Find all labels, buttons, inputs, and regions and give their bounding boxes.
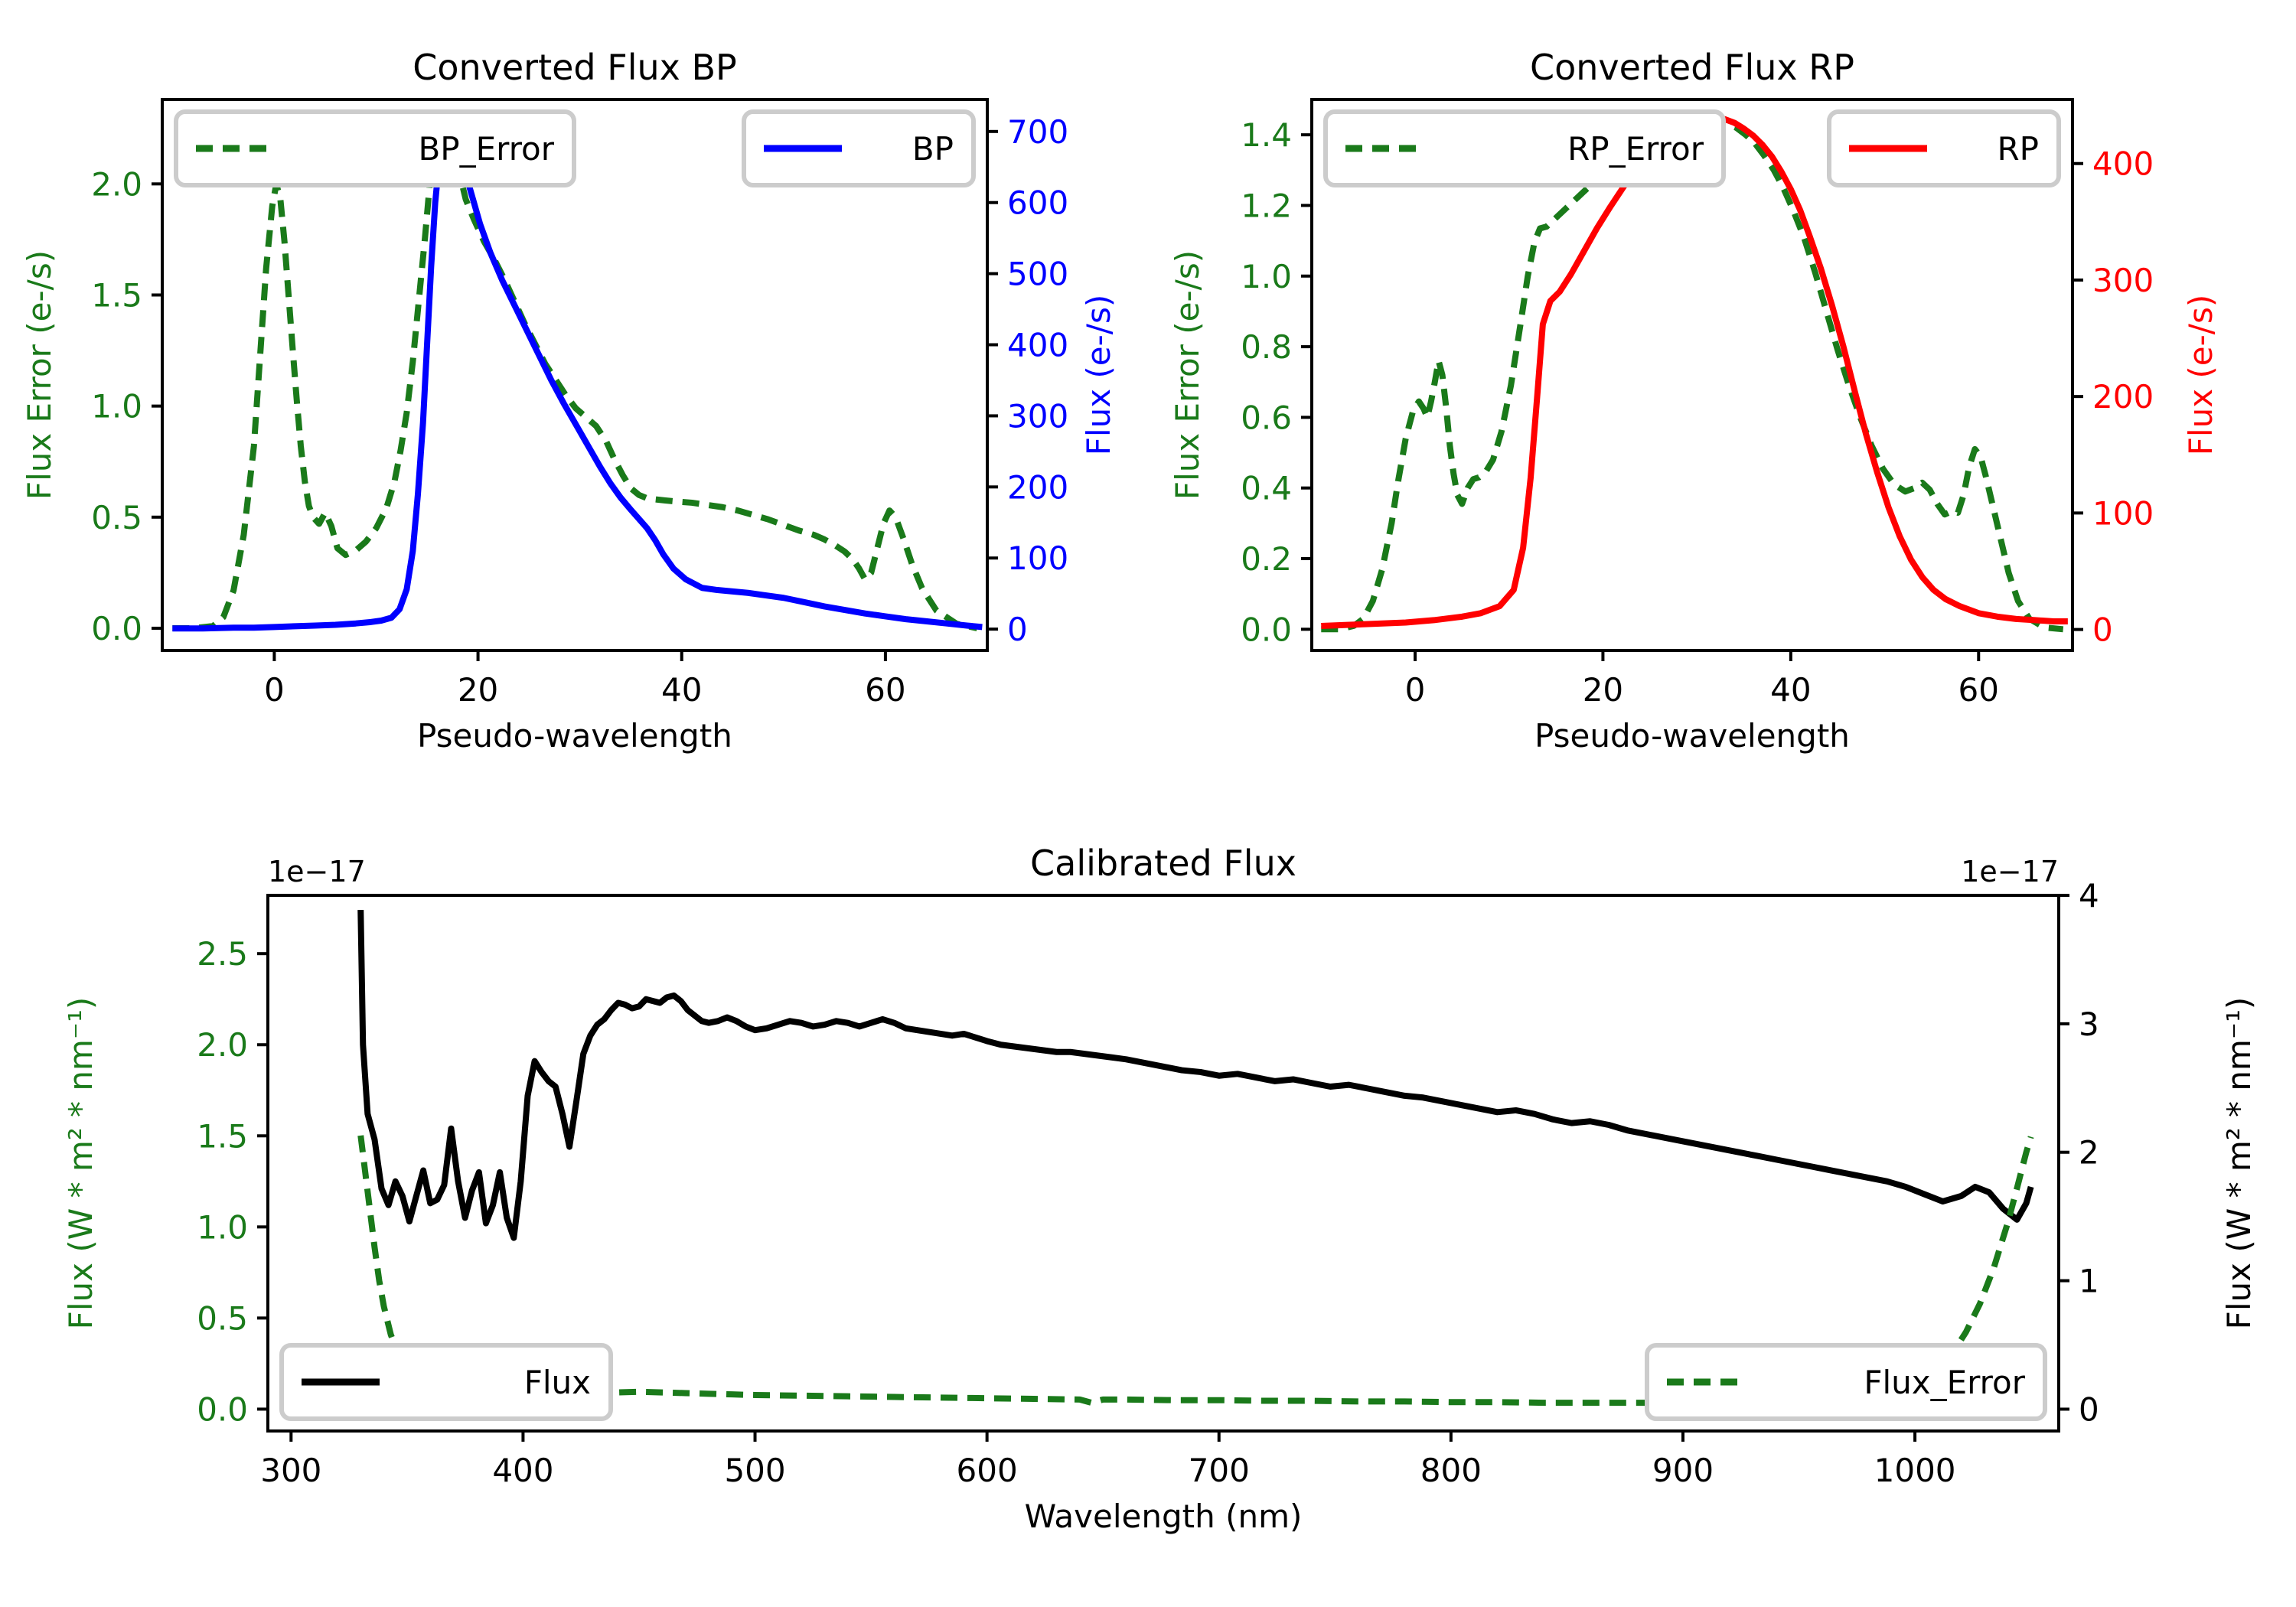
- converted_flux_bp-ytick-label-right: 700: [1007, 113, 1068, 151]
- calibrated_flux-title: Calibrated Flux: [1030, 843, 1296, 884]
- converted_flux_bp-ytick-label-left: 1.0: [91, 388, 142, 425]
- converted_flux_bp-ytick-label-right: 200: [1007, 468, 1068, 506]
- converted_flux_rp-xtick-label: 40: [1770, 671, 1811, 709]
- legend-label: Flux_Error: [1864, 1364, 2025, 1401]
- calibrated_flux-legend-flux[interactable]: Flux: [279, 1343, 613, 1421]
- calibrated_flux-ytick-label-left: 1.0: [197, 1208, 248, 1246]
- converted_flux_rp-ytick-label-left: 1.0: [1241, 258, 1292, 295]
- calibrated_flux-xtick-label: 1000: [1874, 1452, 1956, 1489]
- calibrated_flux-xtick-label: 900: [1652, 1452, 1714, 1489]
- converted_flux_rp-series-rp_error: [1321, 119, 2064, 633]
- converted_flux_rp-xtick-label: 0: [1405, 671, 1426, 709]
- calibrated_flux-xtick-label: 600: [957, 1452, 1018, 1489]
- converted_flux_bp-ytick-label-left: 0.0: [91, 610, 142, 647]
- converted_flux_rp-ytick-label-right: 100: [2092, 494, 2154, 532]
- converted_flux_bp-yaxis-label-right: Flux (e-/s): [1080, 295, 1117, 455]
- calibrated_flux-yaxis-offset-left: 1e−17: [268, 855, 366, 888]
- converted_flux_rp-ytick-label-left: 1.2: [1241, 187, 1292, 224]
- converted_flux_rp-ytick-label-right: 400: [2092, 145, 2154, 183]
- converted_flux_bp-ytick-label-left: 2.0: [91, 165, 142, 203]
- calibrated_flux-yaxis-offset-right: 1e−17: [1961, 855, 2059, 888]
- converted_flux_rp-ytick-label-left: 0.4: [1241, 470, 1292, 507]
- converted_flux_bp-title: Converted Flux BP: [413, 47, 737, 88]
- converted_flux_bp-xtick-label: 40: [661, 671, 702, 709]
- legend-label: BP_Error: [418, 130, 554, 168]
- calibrated_flux-xtick-label: 800: [1420, 1452, 1482, 1489]
- calibrated_flux-yaxis-label-left: Flux (W * m² * nm⁻¹): [62, 997, 99, 1330]
- legend-label: Flux: [524, 1364, 591, 1401]
- converted_flux_rp-ytick-label-left: 1.4: [1241, 116, 1292, 154]
- converted_flux_bp-ytick-label-left: 0.5: [91, 499, 142, 536]
- calibrated_flux-ytick-label-left: 0.0: [197, 1390, 248, 1428]
- converted-flux-bp-panel: Converted Flux BP 0 20 40 60 Pseudo-wavelengt…: [0, 46, 1148, 857]
- calibrated_flux-xtick-label: 400: [492, 1452, 553, 1489]
- calibrated_flux-ytick-label-right: 2: [2079, 1134, 2099, 1172]
- converted_flux_rp-title: Converted Flux RP: [1530, 47, 1854, 88]
- converted_flux_bp-ytick-label-right: 100: [1007, 539, 1068, 577]
- converted_flux_rp-series-rp: [1321, 113, 2068, 630]
- calibrated_flux-svg: Calibrated Flux 300 400 500 600 700 800 900 1000…: [62, 843, 2258, 1535]
- converted_flux_rp-ytick-label-right: 300: [2092, 262, 2154, 299]
- calibrated_flux-ytick-label-left: 1.5: [197, 1117, 248, 1155]
- calibrated_flux-plot-frame: [266, 894, 2060, 1433]
- converted_flux_rp-legend-rp[interactable]: RP: [1827, 109, 2061, 187]
- legend-label: RP: [1997, 130, 2039, 168]
- converted_flux_rp-ytick-label-right: 200: [2092, 378, 2154, 416]
- converted_flux_rp-ytick-label-left: 0.2: [1241, 540, 1292, 578]
- converted_flux_bp-legend-bp[interactable]: BP: [742, 109, 976, 187]
- calibrated_flux-ytick-label-left: 0.5: [197, 1299, 248, 1337]
- converted_flux_bp-plot-frame: [161, 98, 989, 652]
- converted_flux_bp-xtick-label: 20: [458, 671, 498, 709]
- converted_flux_rp-xaxis-label: Pseudo-wavelength: [1534, 717, 1850, 755]
- converted_flux_bp-svg: Converted Flux BP 0 20 40 60 Pseudo-wavelengt…: [21, 47, 1117, 755]
- converted_flux_bp-xaxis-label: Pseudo-wavelength: [417, 717, 732, 755]
- calibrated_flux-ytick-label-right: 3: [2079, 1006, 2099, 1043]
- calibrated_flux-xtick-label: 700: [1189, 1452, 1250, 1489]
- converted_flux_bp-ytick-label-left: 1.5: [91, 276, 142, 314]
- converted_flux_bp-yaxis-label-left: Flux Error (e-/s): [21, 250, 58, 500]
- converted_flux_bp-ytick-label-right: 400: [1007, 327, 1068, 364]
- calibrated_flux-legend-flux_error[interactable]: Flux_Error: [1645, 1343, 2047, 1421]
- converted_flux_rp-yaxis-label-right: Flux (e-/s): [2182, 295, 2219, 455]
- converted_flux_bp-ytick-label-right: 0: [1007, 611, 1028, 648]
- calibrated_flux-yaxis-label-right: Flux (W * m² * nm⁻¹): [2220, 997, 2258, 1330]
- converted_flux_bp-series-bp_error: [172, 120, 978, 631]
- calibrated_flux-ytick-label-left: 2.5: [197, 935, 248, 973]
- converted_flux_bp-ytick-label-right: 500: [1007, 256, 1068, 293]
- converted_flux_bp-ytick-label-right: 600: [1007, 184, 1068, 222]
- calibrated_flux-xtick-label: 300: [260, 1452, 321, 1489]
- converted_flux_rp-plot-frame: [1310, 98, 2074, 652]
- calibrated_flux-xaxis-label: Wavelength (nm): [1025, 1498, 1303, 1535]
- converted_flux_rp-ytick-label-right: 0: [2092, 611, 2113, 649]
- converted_flux_rp-svg: Converted Flux RP 0 20 40 60 Pseudo-wavelengt…: [1169, 47, 2219, 755]
- converted_flux_bp-xtick-label: 0: [264, 671, 285, 709]
- converted_flux_rp-legend-rp_error[interactable]: RP_Error: [1323, 109, 1726, 187]
- calibrated_flux-ytick-label-left: 2.0: [197, 1026, 248, 1064]
- converted_flux_bp-legend-bp_error[interactable]: BP_Error: [174, 109, 576, 187]
- legend-label: BP: [912, 130, 954, 168]
- calibrated_flux-xtick-label: 500: [724, 1452, 785, 1489]
- calibrated_flux-ytick-label-right: 1: [2079, 1263, 2099, 1300]
- converted-flux-rp-panel: Converted Flux RP 0 20 40 60 Pseudo-wavelengt…: [1148, 46, 2296, 857]
- converted_flux_rp-ytick-label-left: 0.0: [1241, 611, 1292, 648]
- calibrated-flux-panel: Calibrated Flux 300 400 500 600 700 800 900 1000…: [0, 811, 2296, 1607]
- converted_flux_rp-yaxis-label-left: Flux Error (e-/s): [1169, 250, 1206, 500]
- converted_flux_bp-xtick-label: 60: [865, 671, 905, 709]
- converted_flux_bp-series-bp: [172, 128, 983, 632]
- converted_flux_rp-xtick-label: 20: [1583, 671, 1623, 709]
- calibrated_flux-series-flux: [357, 909, 2034, 1241]
- calibrated_flux-ytick-label-right: 0: [2079, 1390, 2099, 1428]
- converted_flux_rp-ytick-label-left: 0.6: [1241, 399, 1292, 436]
- converted_flux_bp-ytick-label-right: 300: [1007, 397, 1068, 435]
- converted_flux_rp-ytick-label-left: 0.8: [1241, 328, 1292, 366]
- converted_flux_rp-xtick-label: 60: [1958, 671, 1999, 709]
- calibrated_flux-ytick-label-right: 4: [2079, 877, 2099, 914]
- legend-label: RP_Error: [1567, 130, 1704, 168]
